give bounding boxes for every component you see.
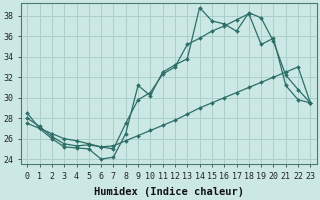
X-axis label: Humidex (Indice chaleur): Humidex (Indice chaleur) [94, 186, 244, 197]
